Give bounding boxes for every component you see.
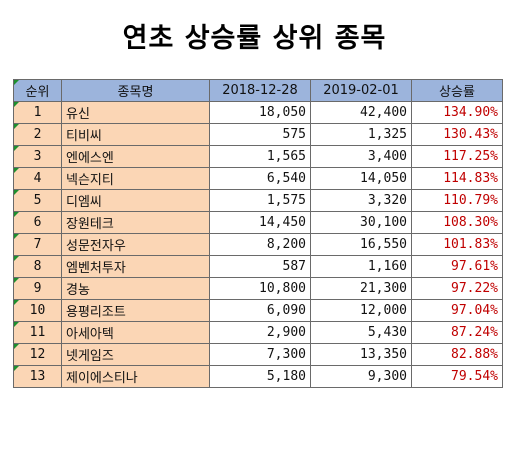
table-row: 7 성문전자우 8,200 16,550 101.83% <box>13 233 503 256</box>
stock-name-cell: 경농 <box>61 277 210 300</box>
stock-name-cell: 용평리조트 <box>61 299 210 322</box>
table-row: 9 경농 10,800 21,300 97.22% <box>13 277 503 300</box>
rise-rate-cell: 97.22% <box>411 277 503 300</box>
rank-cell: 7 <box>13 233 62 256</box>
header-rank: 순위 <box>13 79 62 102</box>
table-row: 1 유신 18,050 42,400 134.90% <box>13 101 503 124</box>
rank-cell: 1 <box>13 101 62 124</box>
rank-cell: 10 <box>13 299 62 322</box>
price-2019-02-01-cell: 14,050 <box>310 167 412 190</box>
rise-rate-cell: 108.30% <box>411 211 503 234</box>
price-2019-02-01-cell: 5,430 <box>310 321 412 344</box>
price-2018-12-28-cell: 6,540 <box>209 167 311 190</box>
rank-cell: 9 <box>13 277 62 300</box>
rank-cell: 5 <box>13 189 62 212</box>
header-row: 순위 종목명 2018-12-28 2019-02-01 상승률 <box>13 79 503 102</box>
table-row: 8 엠벤처투자 587 1,160 97.61% <box>13 255 503 278</box>
table-row: 13 제이에스티나 5,180 9,300 79.54% <box>13 365 503 388</box>
table-body: 1 유신 18,050 42,400 134.90% 2 티비씨 575 1,325 130.43… <box>13 101 503 388</box>
rank-cell: 13 <box>13 365 62 388</box>
price-2019-02-01-cell: 21,300 <box>310 277 412 300</box>
stock-name-cell: 유신 <box>61 101 210 124</box>
gainers-table: 순위 종목명 2018-12-28 2019-02-01 상승률 1 유신 18,0… <box>13 79 503 388</box>
rank-cell: 2 <box>13 123 62 146</box>
stock-name-cell: 넥슨지티 <box>61 167 210 190</box>
stock-name-cell: 티비씨 <box>61 123 210 146</box>
rise-rate-cell: 130.43% <box>411 123 503 146</box>
price-2018-12-28-cell: 18,050 <box>209 101 311 124</box>
price-2019-02-01-cell: 9,300 <box>310 365 412 388</box>
table-row: 2 티비씨 575 1,325 130.43% <box>13 123 503 146</box>
price-2019-02-01-cell: 1,160 <box>310 255 412 278</box>
table-row: 3 엔에스엔 1,565 3,400 117.25% <box>13 145 503 168</box>
price-2018-12-28-cell: 8,200 <box>209 233 311 256</box>
rise-rate-cell: 134.90% <box>411 101 503 124</box>
stock-name-cell: 디엠씨 <box>61 189 210 212</box>
table-row: 6 장원테크 14,450 30,100 108.30% <box>13 211 503 234</box>
price-2019-02-01-cell: 13,350 <box>310 343 412 366</box>
table-row: 11 아세아텍 2,900 5,430 87.24% <box>13 321 503 344</box>
price-2018-12-28-cell: 10,800 <box>209 277 311 300</box>
rise-rate-cell: 114.83% <box>411 167 503 190</box>
stock-name-cell: 넷게임즈 <box>61 343 210 366</box>
rise-rate-cell: 110.79% <box>411 189 503 212</box>
price-2019-02-01-cell: 3,400 <box>310 145 412 168</box>
price-2018-12-28-cell: 1,575 <box>209 189 311 212</box>
rise-rate-cell: 82.88% <box>411 343 503 366</box>
table-row: 4 넥슨지티 6,540 14,050 114.83% <box>13 167 503 190</box>
rise-rate-cell: 101.83% <box>411 233 503 256</box>
rise-rate-cell: 97.04% <box>411 299 503 322</box>
stock-name-cell: 엔에스엔 <box>61 145 210 168</box>
price-2018-12-28-cell: 14,450 <box>209 211 311 234</box>
rank-cell: 3 <box>13 145 62 168</box>
header-name: 종목명 <box>61 79 210 102</box>
stock-name-cell: 성문전자우 <box>61 233 210 256</box>
rise-rate-cell: 97.61% <box>411 255 503 278</box>
table-row: 5 디엠씨 1,575 3,320 110.79% <box>13 189 503 212</box>
price-2018-12-28-cell: 2,900 <box>209 321 311 344</box>
price-2018-12-28-cell: 6,090 <box>209 299 311 322</box>
price-2018-12-28-cell: 575 <box>209 123 311 146</box>
rise-rate-cell: 79.54% <box>411 365 503 388</box>
table-row: 10 용평리조트 6,090 12,000 97.04% <box>13 299 503 322</box>
stock-name-cell: 제이에스티나 <box>61 365 210 388</box>
price-2018-12-28-cell: 7,300 <box>209 343 311 366</box>
rise-rate-cell: 117.25% <box>411 145 503 168</box>
rise-rate-cell: 87.24% <box>411 321 503 344</box>
header-rate: 상승률 <box>411 79 503 102</box>
header-date-1: 2018-12-28 <box>209 79 311 102</box>
price-2019-02-01-cell: 1,325 <box>310 123 412 146</box>
price-2019-02-01-cell: 3,320 <box>310 189 412 212</box>
price-2018-12-28-cell: 1,565 <box>209 145 311 168</box>
stock-name-cell: 아세아텍 <box>61 321 210 344</box>
stock-name-cell: 장원테크 <box>61 211 210 234</box>
rank-cell: 12 <box>13 343 62 366</box>
rank-cell: 4 <box>13 167 62 190</box>
price-2018-12-28-cell: 587 <box>209 255 311 278</box>
page-title: 연초 상승률 상위 종목 <box>122 23 387 54</box>
price-2019-02-01-cell: 16,550 <box>310 233 412 256</box>
price-2019-02-01-cell: 42,400 <box>310 101 412 124</box>
table-row: 12 넷게임즈 7,300 13,350 82.88% <box>13 343 503 366</box>
price-2018-12-28-cell: 5,180 <box>209 365 311 388</box>
rank-cell: 11 <box>13 321 62 344</box>
stock-name-cell: 엠벤처투자 <box>61 255 210 278</box>
rank-cell: 8 <box>13 255 62 278</box>
rank-cell: 6 <box>13 211 62 234</box>
header-date-2: 2019-02-01 <box>310 79 412 102</box>
price-2019-02-01-cell: 12,000 <box>310 299 412 322</box>
price-2019-02-01-cell: 30,100 <box>310 211 412 234</box>
